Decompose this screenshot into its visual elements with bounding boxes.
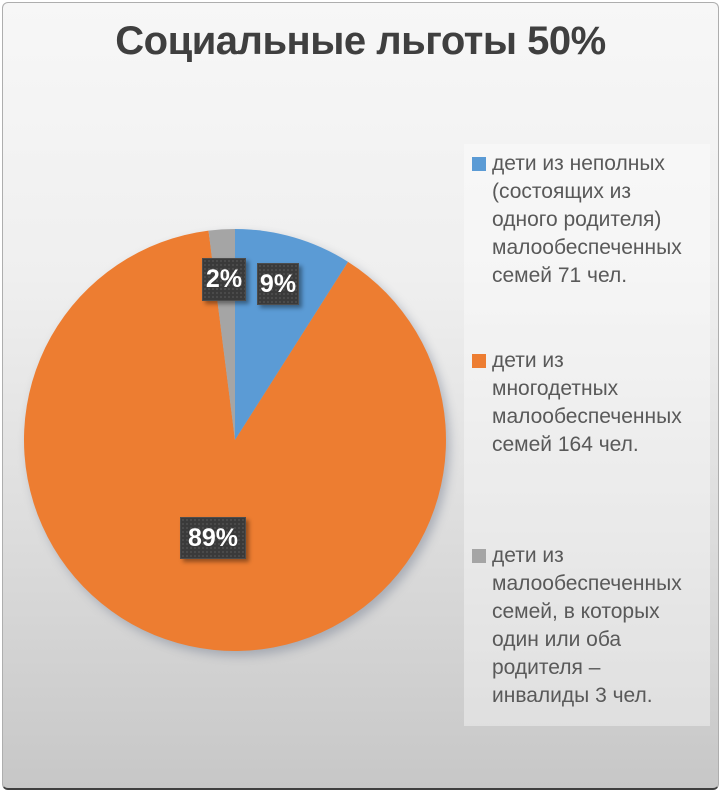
data-label-gray-2: 2% — [202, 258, 246, 301]
legend-item-single-parent-families: дети из неполных (состоящих из одного ро… — [472, 150, 707, 290]
pie-slice-1 — [23, 230, 446, 651]
legend-panel — [464, 144, 710, 726]
legend-swatch-orange-icon — [472, 354, 486, 368]
legend-item-large-families: дети из многодетных малообеспеченных сем… — [472, 347, 707, 459]
legend-item-disabled-parents-families: дети из малообеспеченных семей, в которы… — [472, 542, 707, 710]
legend-label: дети из малообеспеченных семей, в которы… — [492, 544, 682, 707]
data-label-orange-89: 89% — [180, 517, 246, 559]
legend-swatch-blue-icon — [472, 157, 486, 171]
legend-swatch-gray-icon — [472, 549, 486, 563]
chart-title: Социальные льготы 50% — [115, 19, 606, 63]
data-label-blue-9: 9% — [257, 263, 299, 305]
legend-label: дети из многодетных малообеспеченных сем… — [492, 349, 682, 456]
legend-label: дети из неполных (состоящих из одного ро… — [492, 152, 682, 287]
